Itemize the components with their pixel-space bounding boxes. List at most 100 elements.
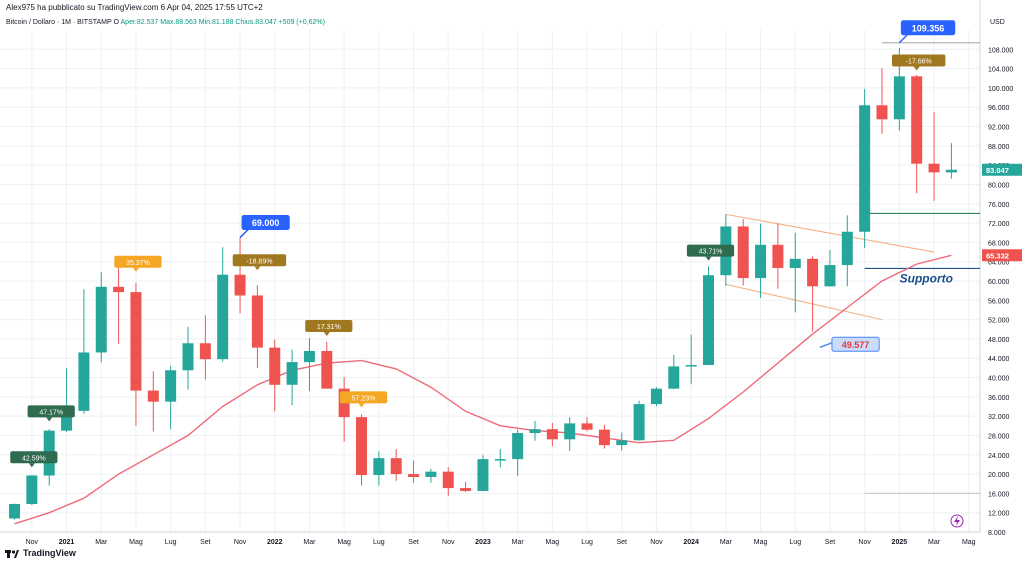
candle-body xyxy=(928,163,940,173)
candle-body xyxy=(95,286,107,353)
candle xyxy=(61,368,73,433)
footer-brand[interactable]: TradingView xyxy=(5,548,76,558)
low-value: Min.81.188 xyxy=(198,19,234,26)
candle xyxy=(373,451,385,486)
percent-badge-pointer xyxy=(358,403,365,408)
candle xyxy=(807,256,819,332)
candle xyxy=(390,448,402,481)
x-tick-label: 2024 xyxy=(683,539,699,546)
y-tick-label: 52.000 xyxy=(988,318,1010,325)
y-tick-label: 48.000 xyxy=(988,337,1010,344)
y-tick-label: 104.000 xyxy=(988,67,1013,74)
open-value: Aper.82.537 xyxy=(120,19,159,26)
y-tick-label: 56.000 xyxy=(988,298,1010,305)
candle-body xyxy=(9,504,20,519)
price-bubble-label: 69.000 xyxy=(252,218,280,228)
candle-body xyxy=(512,433,524,460)
candle xyxy=(737,219,749,286)
candle-body xyxy=(286,362,298,385)
price-tag-label: 65.332 xyxy=(986,251,1009,260)
candle xyxy=(477,455,489,491)
candle xyxy=(529,420,541,441)
x-tick-label: Set xyxy=(200,539,211,546)
price-tag xyxy=(982,163,1022,176)
candle xyxy=(9,503,20,520)
price-bubble xyxy=(900,20,956,36)
x-tick-label: Mar xyxy=(512,539,525,546)
price-bubble xyxy=(831,336,880,352)
symbol-name[interactable]: Bitcoin / Dollaro · 1M · BITSTAMP xyxy=(6,19,112,26)
x-tick-label: 2023 xyxy=(475,539,491,546)
y-tick-label: 88.000 xyxy=(988,144,1010,151)
x-tick-label: Mar xyxy=(928,539,941,546)
candle-body xyxy=(859,105,871,232)
publisher: Alex975 ha pubblicato su TradingView.com xyxy=(6,3,159,12)
y-tick-label: 72.000 xyxy=(988,221,1010,228)
publish-date: 6 Apr 04, 2025 17:55 UTC+2 xyxy=(160,3,263,12)
candle-body xyxy=(564,423,576,440)
x-tick-label: Nov xyxy=(26,539,39,546)
x-tick-label: Mag xyxy=(337,539,351,546)
candle xyxy=(165,365,177,430)
candle xyxy=(494,448,506,468)
x-tick-label: 2025 xyxy=(892,539,908,546)
candle-body xyxy=(182,343,194,371)
candle xyxy=(824,250,836,287)
close-value: Chius.83.047 xyxy=(235,19,277,26)
x-tick-label: Lug xyxy=(165,539,177,546)
percent-badge-label: 43.71% xyxy=(699,249,723,256)
candle-body xyxy=(130,292,142,391)
candle-body xyxy=(772,244,784,268)
x-tick-label: Mag xyxy=(754,539,768,546)
candle-body xyxy=(165,370,177,402)
candle-body xyxy=(494,459,506,461)
y-tick-label: 24.000 xyxy=(988,453,1010,460)
candle-body xyxy=(61,410,73,431)
candle xyxy=(598,424,610,449)
x-tick-label: Mar xyxy=(95,539,108,546)
candle xyxy=(130,282,142,426)
candle xyxy=(182,326,194,390)
candle-body xyxy=(945,169,957,173)
candle xyxy=(911,74,923,194)
y-tick-label: 80.000 xyxy=(988,182,1010,189)
x-tick-label: Set xyxy=(616,539,627,546)
y-tick-label: 108.000 xyxy=(988,47,1013,54)
y-tick-label: 44.000 xyxy=(988,356,1010,363)
x-tick-label: Nov xyxy=(650,539,663,546)
candle-body xyxy=(147,390,159,402)
percent-badge-label: 17.31% xyxy=(317,324,341,331)
candle-body xyxy=(911,76,923,164)
currency-label: USD xyxy=(990,19,1005,26)
percent-badge-label: 47.17% xyxy=(39,409,63,416)
candle xyxy=(199,315,211,380)
candle-body xyxy=(824,265,836,287)
lightning-icon-bolt xyxy=(954,516,960,526)
candle-body xyxy=(598,429,610,446)
candle-body xyxy=(685,364,697,367)
candle xyxy=(564,417,576,451)
candle-body xyxy=(269,347,281,385)
percent-badge xyxy=(27,405,75,418)
candle-body xyxy=(113,286,125,293)
candle xyxy=(841,215,853,287)
candle xyxy=(286,349,298,406)
x-tick-label: Set xyxy=(408,539,419,546)
percent-badge-label: -18.89% xyxy=(246,258,272,265)
candle-body xyxy=(303,350,315,363)
channel-line xyxy=(725,283,883,321)
price-bubble-label: 49.577 xyxy=(842,340,870,350)
percent-badge-label: 57.23% xyxy=(352,395,376,402)
percent-badge xyxy=(892,54,946,67)
x-tick-label: 2021 xyxy=(59,539,75,546)
candle-body xyxy=(321,350,333,389)
support-label: Supporto xyxy=(900,271,953,285)
brand-name: TradingView xyxy=(23,548,76,558)
candle-body xyxy=(529,429,541,434)
x-tick-label: Mar xyxy=(303,539,316,546)
y-tick-label: 96.000 xyxy=(988,105,1010,112)
candle xyxy=(234,237,246,314)
x-tick-label: Mar xyxy=(720,539,733,546)
candle xyxy=(876,68,888,134)
